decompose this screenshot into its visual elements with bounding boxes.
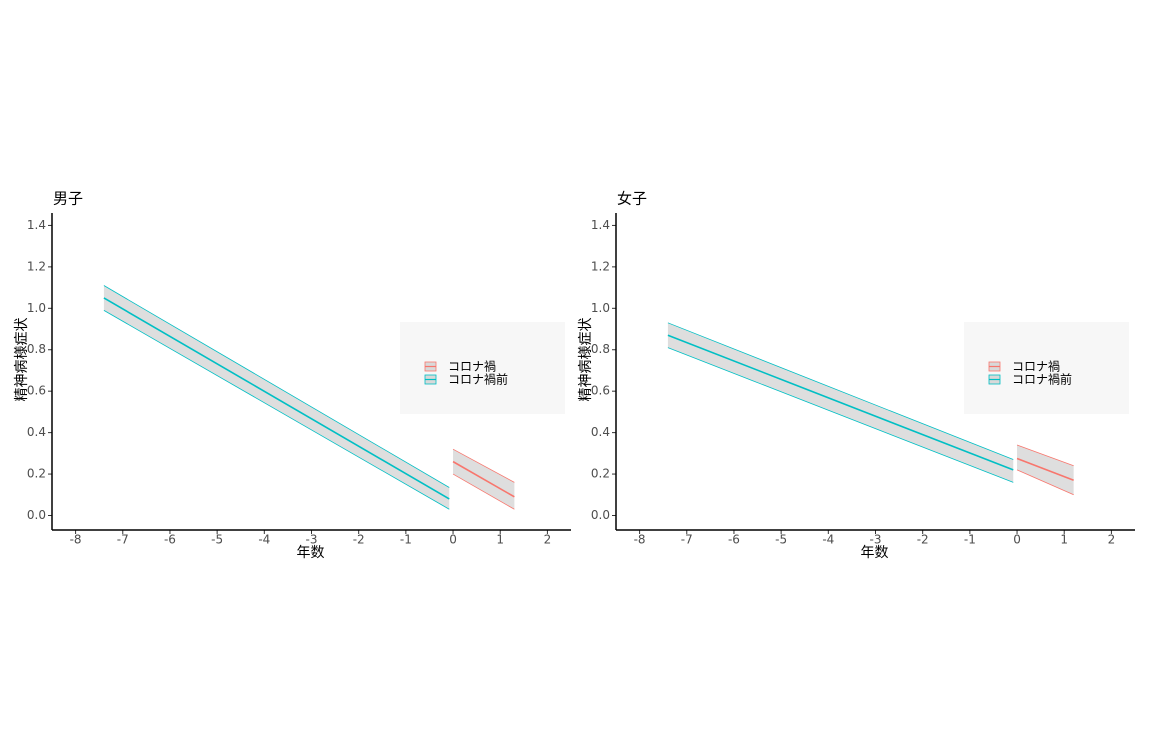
band-upper (667, 322, 1014, 460)
line (452, 460, 515, 498)
band-lower (452, 473, 515, 510)
x-tick-label: -4 (258, 533, 270, 547)
x-tick-label: -7 (117, 533, 129, 547)
band-lower (1016, 469, 1074, 496)
x-tick-label: -8 (70, 533, 82, 547)
band-upper (103, 285, 450, 488)
x-tick-label: -3 (306, 533, 318, 547)
line (667, 334, 1014, 471)
x-tick-label: 0 (449, 533, 457, 547)
x-tick-label: 2 (1108, 533, 1116, 547)
y-tick-label: 0.0 (27, 508, 46, 522)
x-tick-label: -1 (964, 533, 976, 547)
chart-title: 女子 (617, 190, 647, 208)
band-lower (103, 310, 450, 510)
y-tick-label: 0.2 (591, 467, 610, 481)
x-tick-label: 1 (1060, 533, 1068, 547)
x-tick-label: -5 (211, 533, 223, 547)
x-tick-label: -7 (681, 533, 693, 547)
y-tick-label: 0.6 (27, 384, 46, 398)
chart-title: 男子 (53, 190, 83, 208)
x-tick-label: 0 (1013, 533, 1021, 547)
y-tick-label: 1.0 (591, 301, 610, 315)
legend-label: コロナ禍 (448, 359, 496, 374)
x-tick-label: -6 (728, 533, 740, 547)
x-axis-label: 年数 (297, 545, 325, 561)
y-tick-label: 0.4 (591, 425, 610, 439)
x-tick-label: -6 (164, 533, 176, 547)
x-tick-label: -8 (634, 533, 646, 547)
confidence-band (103, 285, 450, 510)
y-tick-label: 1.4 (27, 218, 46, 232)
y-tick-label: 1.0 (27, 301, 46, 315)
x-tick-label: -1 (400, 533, 412, 547)
x-axis-label: 年数 (861, 545, 889, 561)
y-tick-label: 0.0 (591, 508, 610, 522)
band-lower (667, 347, 1014, 483)
y-tick-label: 1.4 (591, 218, 610, 232)
y-tick-label: 1.2 (591, 259, 610, 273)
legend-label: コロナ禍前 (448, 372, 508, 387)
x-tick-label: -2 (353, 533, 365, 547)
y-tick-label: 0.8 (591, 342, 610, 356)
y-tick-label: 0.6 (591, 384, 610, 398)
x-tick-label: -5 (775, 533, 787, 547)
x-tick-label: 1 (496, 533, 504, 547)
y-axis-label: 精神病様症状 (14, 318, 30, 402)
legend-label: コロナ禍 (1012, 359, 1060, 374)
y-tick-label: 0.4 (27, 425, 46, 439)
line (103, 297, 450, 500)
band-upper (1016, 444, 1074, 467)
y-tick-label: 0.2 (27, 467, 46, 481)
band-upper (452, 448, 515, 483)
y-tick-label: 1.2 (27, 259, 46, 273)
x-tick-label: -3 (870, 533, 882, 547)
x-tick-label: -2 (917, 533, 929, 547)
legend-label: コロナ禍前 (1012, 372, 1072, 387)
line (1016, 457, 1074, 482)
x-tick-label: -4 (822, 533, 834, 547)
y-tick-label: 0.8 (27, 342, 46, 356)
y-axis-label: 精神病様症状 (578, 318, 594, 402)
x-tick-label: 2 (544, 533, 552, 547)
